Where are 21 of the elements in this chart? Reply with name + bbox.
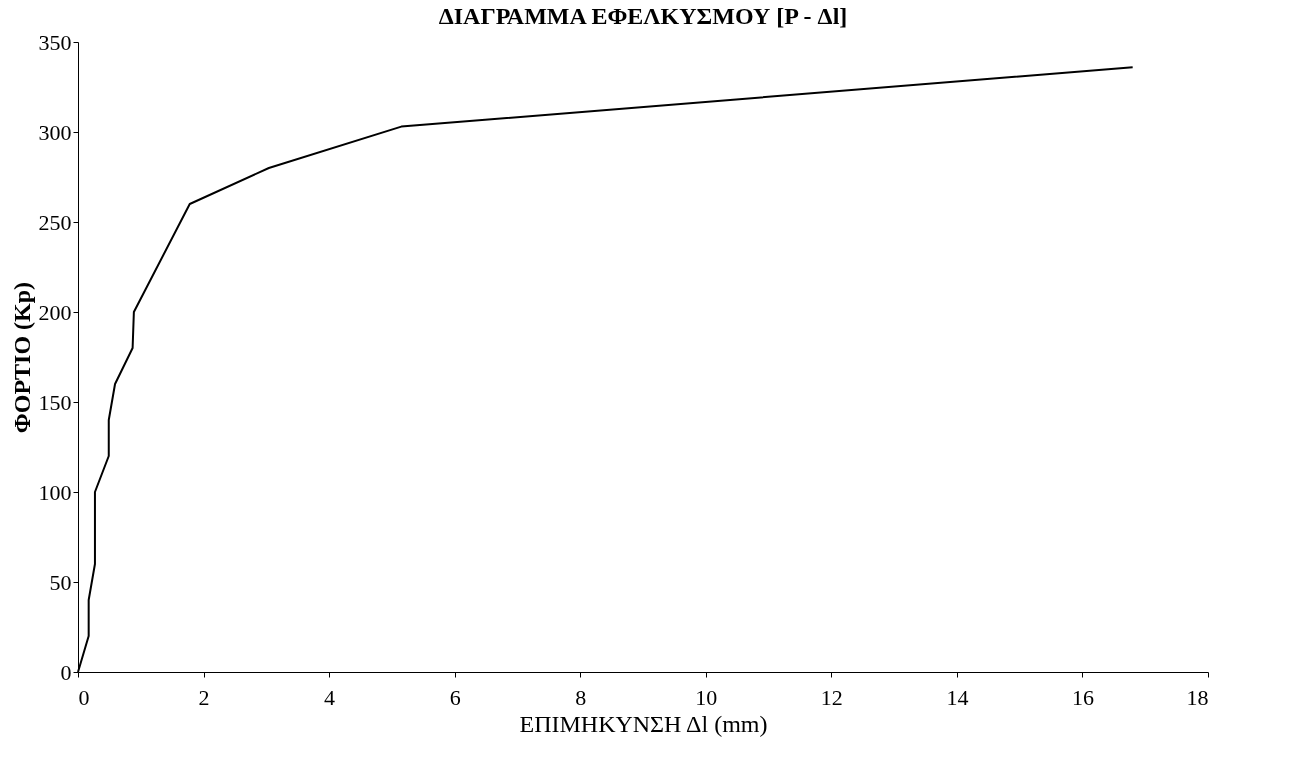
chart-title: ΔΙΑΓΡΑΜΜΑ ΕΦΕΛΚΥΣΜΟΥ [P - Δl] xyxy=(438,3,848,29)
x-tick-label: 6 xyxy=(449,684,461,710)
x-tick-label: 8 xyxy=(575,684,587,710)
x-axis-title: ΕΠΙΜΗΚΥΝΣΗ Δl (mm) xyxy=(519,710,768,737)
y-tick-label: 100 xyxy=(38,479,72,505)
x-tick-label: 0 xyxy=(78,684,90,710)
y-tick-label: 0 xyxy=(60,659,72,685)
x-tick-label: 4 xyxy=(324,684,336,710)
y-axis-title: ΦΟΡΤΙΟ (Kp) xyxy=(8,281,35,434)
y-tick-label: 250 xyxy=(38,209,72,235)
x-tick-label: 16 xyxy=(1071,684,1094,710)
y-tick-label: 350 xyxy=(38,29,72,55)
y-tick-label: 200 xyxy=(38,299,72,325)
x-tick-label: 12 xyxy=(820,684,843,710)
x-tick-label: 18 xyxy=(1186,684,1209,710)
x-tick-label: 14 xyxy=(946,684,969,710)
y-tick-label: 50 xyxy=(49,569,72,595)
x-tick-label: 10 xyxy=(695,684,718,710)
x-tick-label: 2 xyxy=(198,684,210,710)
y-tick-label: 150 xyxy=(38,389,72,415)
y-tick-label: 300 xyxy=(38,119,72,145)
